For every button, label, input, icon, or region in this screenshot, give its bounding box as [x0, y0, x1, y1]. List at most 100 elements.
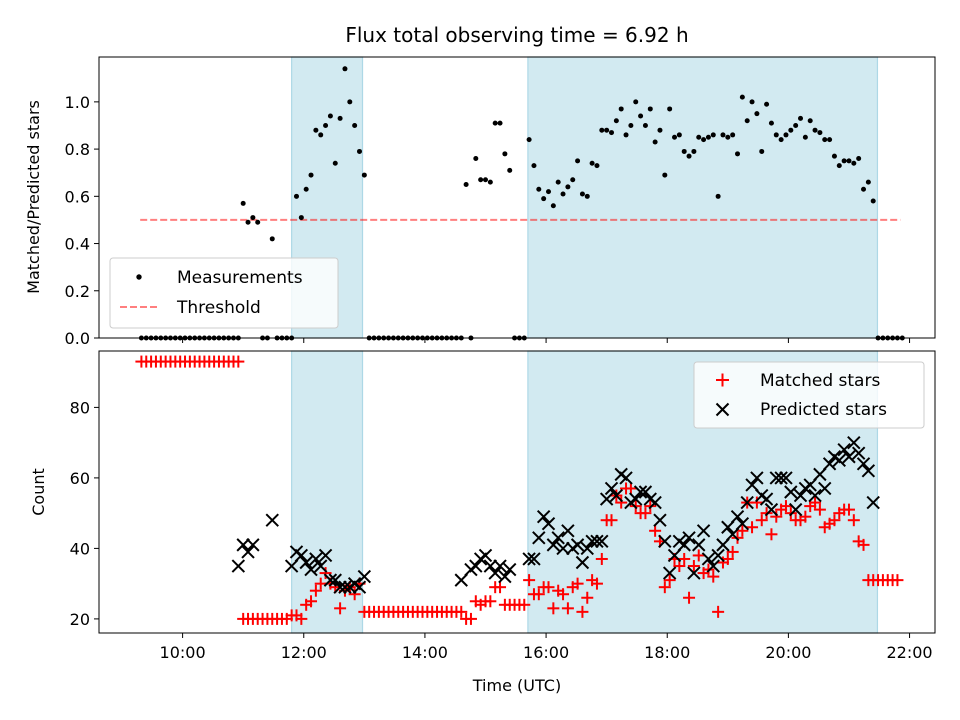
matched-star-point — [721, 552, 734, 565]
predicted-star-point — [609, 488, 624, 503]
predicted-star-point — [488, 566, 502, 580]
bottom-y-tick-label: 80 — [70, 398, 90, 417]
bottom-y-tick-label: 40 — [70, 539, 90, 558]
measurement-point — [817, 130, 823, 136]
predicted-star-point — [633, 485, 648, 499]
measurement-point — [768, 120, 774, 126]
measurement-point — [793, 122, 799, 128]
predicted-star-point — [822, 457, 837, 471]
measurement-point — [686, 153, 692, 159]
measurement-point — [609, 130, 615, 136]
predicted-star-point — [682, 531, 696, 545]
measurement-point — [730, 132, 736, 138]
matched-star-point — [813, 503, 826, 516]
measurement-point — [487, 179, 493, 185]
measurement-point — [293, 193, 299, 199]
matched-star-point — [673, 560, 686, 573]
measurement-point — [298, 215, 304, 221]
matched-star-point — [847, 514, 860, 527]
measurement-point — [342, 66, 348, 72]
predicted-star-point — [740, 495, 754, 510]
measurement-point — [696, 134, 702, 140]
matched-star-point — [809, 496, 822, 509]
predicted-star-point — [357, 569, 372, 584]
top-y-tick-label: 1.0 — [65, 93, 90, 112]
bottom-axes-frame — [98, 350, 936, 634]
measurement-point — [798, 115, 804, 121]
x-tick-label: 12:00 — [281, 643, 327, 662]
measurement-point — [575, 158, 581, 164]
measurement-point — [308, 172, 314, 178]
matched-star-point — [615, 496, 628, 509]
measurement-point — [638, 113, 644, 119]
top-y-axis-label: Matched/Predicted stars — [24, 100, 43, 294]
measurement-point — [749, 99, 755, 105]
measurement-point — [303, 186, 309, 192]
predicted-star-point — [721, 520, 735, 534]
predicted-star-point — [653, 513, 667, 527]
measurement-point — [347, 99, 353, 105]
x-tick-label: 20:00 — [765, 643, 811, 662]
bottom-legend-box — [693, 361, 925, 429]
predicted-star-point — [658, 534, 672, 549]
matched-star-point — [348, 588, 361, 601]
measurement-point — [788, 127, 794, 133]
measurement-point — [812, 127, 818, 133]
predicted-star-point — [309, 552, 323, 566]
matched-star-point — [678, 552, 691, 565]
measurement-point — [618, 106, 624, 112]
matched-star-point — [464, 612, 477, 625]
measurement-point — [463, 182, 469, 188]
matched-star-point — [779, 500, 792, 513]
measurement-point — [526, 137, 532, 143]
measurement-point — [628, 122, 634, 128]
predicted-star-point — [241, 545, 255, 559]
measurement-point — [647, 106, 653, 112]
measurement-point — [856, 156, 862, 162]
top-y-tick-label: 0.6 — [65, 187, 90, 206]
predicted-star-point — [832, 453, 846, 467]
measurement-point — [851, 160, 857, 166]
measurement-point — [662, 172, 668, 178]
matched-star-point — [736, 524, 749, 537]
predicted-star-point — [856, 457, 871, 471]
measurement-point — [356, 148, 362, 154]
chart-title: Flux total observing time = 6.92 h — [345, 23, 688, 47]
matched-star-point — [828, 514, 841, 527]
measurement-point — [555, 179, 561, 185]
predicted-star-point — [333, 580, 347, 594]
measurement-point — [739, 94, 745, 100]
measurement-point — [725, 134, 731, 140]
measurement-point — [599, 127, 605, 133]
predicted-star-point — [808, 488, 822, 503]
predicted-star-point — [837, 442, 851, 457]
measurement-point — [492, 120, 498, 126]
predicted-star-point — [842, 450, 856, 464]
x-tick-label: 16:00 — [523, 643, 569, 662]
top-y-tick-label: 0.4 — [65, 235, 90, 254]
predicted-star-point — [813, 467, 827, 482]
predicted-star-point — [667, 548, 682, 563]
predicted-star-point — [580, 541, 594, 556]
predicted-star-point — [779, 471, 793, 485]
predicted-star-point — [861, 464, 876, 478]
predicted-star-point — [803, 478, 817, 492]
top-y-tick-label: 0.0 — [65, 329, 90, 348]
measurement-point — [764, 101, 770, 107]
legend-marker-matched — [716, 373, 729, 387]
measurement-point — [831, 153, 837, 159]
measurement-point — [240, 200, 246, 206]
measurement-point — [754, 111, 760, 117]
predicted-star-point — [338, 580, 352, 594]
matched-star-point — [295, 612, 308, 625]
matched-star-point — [455, 605, 468, 618]
measurement-point — [337, 115, 343, 121]
predicted-star-point — [847, 435, 861, 450]
predicted-star-point — [532, 531, 546, 545]
measurement-point — [589, 160, 595, 166]
measurement-point — [623, 132, 629, 138]
measurement-point — [701, 137, 707, 143]
measurement-point — [594, 163, 600, 169]
matched-star-point — [624, 482, 637, 495]
bottom-legend: Matched stars Predicted stars — [693, 361, 925, 429]
